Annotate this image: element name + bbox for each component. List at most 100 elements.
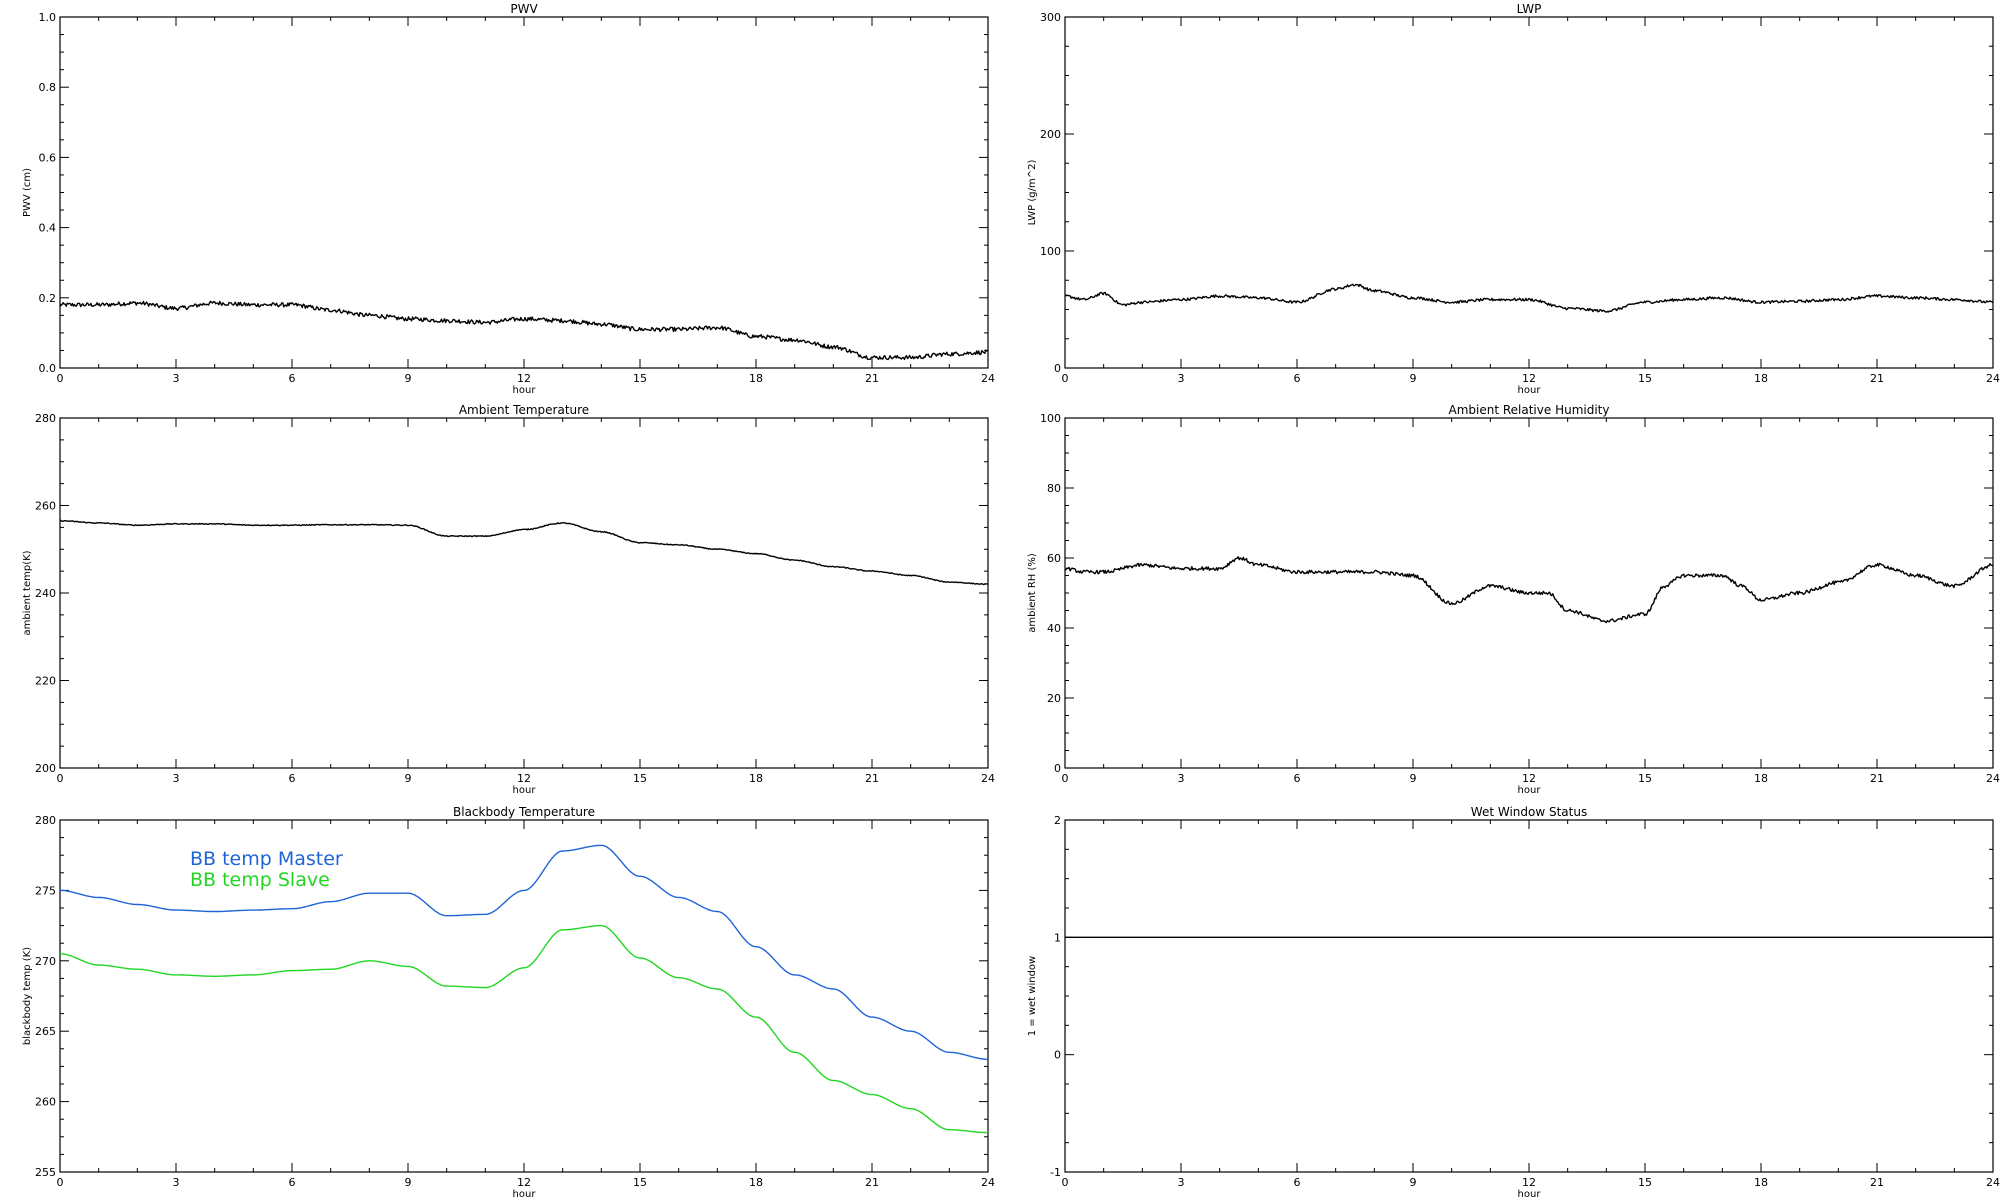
x-tick-label: 15 xyxy=(1638,372,1652,385)
y-tick-label: 280 xyxy=(35,412,56,425)
x-tick-label: 3 xyxy=(1178,772,1185,785)
x-axis-label: hour xyxy=(513,385,537,396)
y-axis-label: blackbody temp (K) xyxy=(22,947,33,1045)
series-line-1 xyxy=(1064,283,1994,313)
series-line-2 xyxy=(60,924,988,1134)
legend-entry: BB temp Slave xyxy=(190,869,330,891)
x-axis-label: hour xyxy=(1518,785,1542,796)
x-tick-label: 0 xyxy=(57,1176,64,1189)
plot-frame xyxy=(1064,819,1994,1173)
x-tick-label: 18 xyxy=(1754,772,1768,785)
x-tick-label: 15 xyxy=(633,1176,647,1189)
y-tick-label: 270 xyxy=(35,955,56,968)
x-tick-label: 3 xyxy=(1178,1176,1185,1189)
y-tick-label: 2 xyxy=(1054,814,1061,827)
y-tick-label: 220 xyxy=(35,675,56,688)
y-tick-label: 0 xyxy=(1054,762,1061,775)
x-tick-label: 9 xyxy=(405,772,412,785)
y-axis-label: 1 = wet window xyxy=(1027,956,1038,1036)
y-axis-label: ambient temp(K) xyxy=(22,550,33,635)
x-tick-label: 6 xyxy=(1294,772,1301,785)
x-tick-label: 6 xyxy=(1294,372,1301,385)
x-tick-label: 24 xyxy=(981,772,995,785)
panel-title: Wet Window Status xyxy=(1471,805,1587,819)
x-tick-label: 9 xyxy=(1410,372,1417,385)
x-tick-label: 15 xyxy=(1638,772,1652,785)
x-tick-label: 12 xyxy=(517,772,531,785)
panel-4: 0 3 6 9 12 15 18 21 24 0 20 40 60 80 100 Ambient Relati… xyxy=(1027,403,2000,796)
y-tick-label: 0.6 xyxy=(39,151,57,164)
series-line-1 xyxy=(59,519,989,586)
y-tick-label: 0.0 xyxy=(39,362,57,375)
y-tick-label: -1 xyxy=(1050,1166,1061,1179)
panel-5: 0 3 6 9 12 15 18 21 24 255 260 265 270 275 280 Blackbod… xyxy=(22,805,995,1200)
x-tick-label: 0 xyxy=(1062,772,1069,785)
x-tick-label: 24 xyxy=(1986,1176,2000,1189)
panel-1: 0 3 6 9 12 15 18 21 24 0.0 0.2 0.4 0.6 0.8 1.0 PWV hour P… xyxy=(22,2,995,396)
x-tick-label: 0 xyxy=(57,772,64,785)
x-tick-label: 24 xyxy=(1986,772,2000,785)
x-tick-label: 15 xyxy=(633,772,647,785)
y-tick-label: 240 xyxy=(35,587,56,600)
x-tick-label: 12 xyxy=(1522,772,1536,785)
x-tick-label: 6 xyxy=(289,372,296,385)
x-tick-label: 12 xyxy=(1522,1176,1536,1189)
plot-frame xyxy=(59,16,989,369)
y-tick-label: 265 xyxy=(35,1025,56,1038)
x-tick-label: 18 xyxy=(749,1176,763,1189)
y-tick-label: 280 xyxy=(35,814,56,827)
y-tick-label: 200 xyxy=(35,762,56,775)
x-tick-label: 6 xyxy=(1294,1176,1301,1189)
x-axis-label: hour xyxy=(513,1189,537,1200)
y-tick-label: 200 xyxy=(1040,128,1061,141)
panel-title: Ambient Temperature xyxy=(459,403,589,417)
x-tick-label: 21 xyxy=(865,772,879,785)
x-tick-label: 0 xyxy=(57,372,64,385)
y-tick-label: 100 xyxy=(1040,245,1061,258)
y-tick-label: 255 xyxy=(35,1166,56,1179)
y-tick-label: 60 xyxy=(1047,552,1061,565)
x-tick-label: 9 xyxy=(1410,772,1417,785)
y-tick-label: 0.4 xyxy=(39,222,57,235)
y-axis-label: PWV (cm) xyxy=(22,168,33,217)
x-tick-label: 15 xyxy=(1638,1176,1652,1189)
panel-2: 0 3 6 9 12 15 18 21 24 0 100 200 300 LWP hour LWP (g/m^… xyxy=(1027,2,2000,396)
x-axis-label: hour xyxy=(1518,1189,1542,1200)
x-axis-label: hour xyxy=(1518,385,1542,396)
plot-frame xyxy=(59,417,989,769)
x-tick-label: 12 xyxy=(1522,372,1536,385)
y-tick-label: 100 xyxy=(1040,412,1061,425)
y-axis-label: ambient RH (%) xyxy=(1027,553,1038,633)
x-tick-label: 12 xyxy=(517,1176,531,1189)
legend-entry: BB temp Master xyxy=(190,848,343,870)
x-tick-label: 3 xyxy=(1178,372,1185,385)
plot-frame xyxy=(1064,16,1994,369)
y-tick-label: 260 xyxy=(35,1096,56,1109)
x-tick-label: 18 xyxy=(1754,1176,1768,1189)
y-axis-label: LWP (g/m^2) xyxy=(1027,160,1038,226)
x-tick-label: 6 xyxy=(289,1176,296,1189)
y-tick-label: 260 xyxy=(35,500,56,513)
x-tick-label: 21 xyxy=(865,372,879,385)
series-line-1 xyxy=(1064,556,1994,624)
series-line-1 xyxy=(60,844,989,1061)
x-tick-label: 0 xyxy=(1062,1176,1069,1189)
y-tick-label: 300 xyxy=(1040,11,1061,24)
x-tick-label: 21 xyxy=(1870,772,1884,785)
x-tick-label: 15 xyxy=(633,372,647,385)
panel-title: Blackbody Temperature xyxy=(453,805,595,819)
y-tick-label: 0.8 xyxy=(39,81,57,94)
y-tick-label: 80 xyxy=(1047,482,1061,495)
panel-3: 0 3 6 9 12 15 18 21 24 200 220 240 260 280 Ambient Tem… xyxy=(22,403,995,796)
x-tick-label: 9 xyxy=(1410,1176,1417,1189)
x-tick-label: 18 xyxy=(1754,372,1768,385)
series-line-1 xyxy=(59,300,989,361)
y-tick-label: 40 xyxy=(1047,622,1061,635)
y-tick-label: 1.0 xyxy=(39,11,57,24)
x-tick-label: 9 xyxy=(405,372,412,385)
x-tick-label: 3 xyxy=(173,372,180,385)
x-tick-label: 0 xyxy=(1062,372,1069,385)
panel-title: PWV xyxy=(510,2,538,16)
